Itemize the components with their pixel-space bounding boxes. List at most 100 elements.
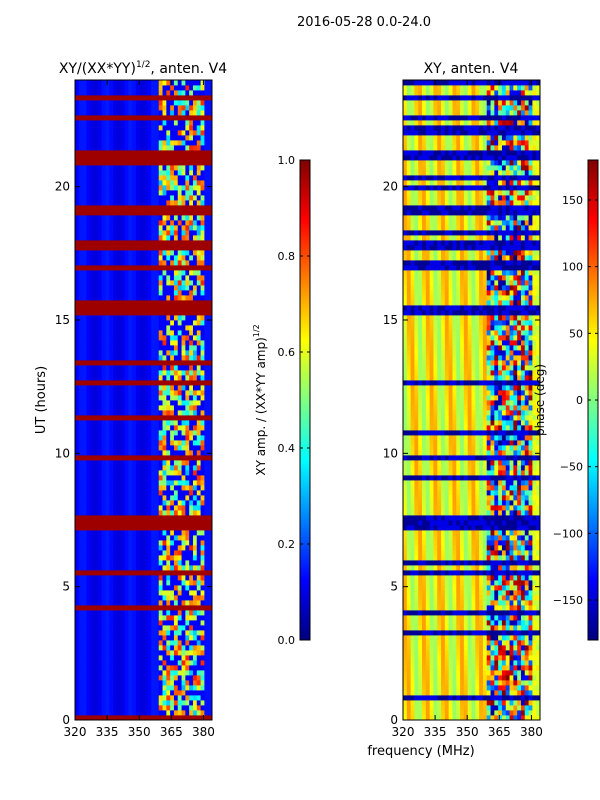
heatmap-cell bbox=[494, 695, 499, 701]
heatmap-cell bbox=[151, 330, 156, 336]
heatmap-cell bbox=[181, 560, 186, 566]
heatmap-cell bbox=[422, 715, 427, 720]
heatmap-cell bbox=[173, 510, 179, 516]
heatmap-cell bbox=[113, 325, 118, 331]
heatmap-cell bbox=[151, 655, 156, 661]
heatmap-cell bbox=[173, 420, 179, 426]
heatmap-cell bbox=[78, 445, 84, 451]
heatmap-cell bbox=[124, 210, 129, 216]
heatmap-cell bbox=[418, 705, 423, 711]
heatmap-cell bbox=[177, 415, 182, 421]
heatmap-cell bbox=[78, 90, 84, 96]
heatmap-cell bbox=[185, 660, 190, 666]
heatmap-cell bbox=[158, 655, 163, 661]
heatmap-cell bbox=[82, 275, 87, 281]
heatmap-cell bbox=[75, 145, 80, 151]
heatmap-cell bbox=[94, 260, 99, 266]
heatmap-cell bbox=[158, 375, 163, 381]
heatmap-cell bbox=[82, 265, 87, 271]
heatmap-cell bbox=[463, 710, 469, 716]
heatmap-cell bbox=[78, 425, 84, 431]
heatmap-cell bbox=[139, 715, 144, 720]
heatmap-cell bbox=[189, 380, 194, 386]
heatmap-cell bbox=[109, 495, 114, 501]
heatmap-cell bbox=[162, 660, 167, 666]
heatmap-cell bbox=[120, 490, 125, 496]
heatmap-cell bbox=[86, 235, 91, 241]
heatmap-cell bbox=[208, 400, 212, 406]
heatmap-cell bbox=[200, 160, 205, 166]
heatmap-cell bbox=[181, 210, 186, 216]
heatmap-cell bbox=[101, 540, 106, 546]
heatmap-cell bbox=[132, 440, 137, 446]
heatmap-cell bbox=[185, 175, 190, 181]
heatmap-cell bbox=[82, 430, 87, 436]
heatmap-cell bbox=[158, 610, 163, 616]
heatmap-cell bbox=[200, 525, 205, 531]
heatmap-cell bbox=[147, 145, 152, 151]
heatmap-cell bbox=[82, 245, 87, 251]
heatmap-cell bbox=[120, 195, 125, 201]
heatmap-cell bbox=[204, 160, 209, 166]
heatmap-cell bbox=[189, 675, 194, 681]
heatmap-cell bbox=[200, 105, 205, 111]
heatmap-cell bbox=[162, 545, 167, 551]
heatmap-cell bbox=[200, 195, 205, 201]
heatmap-cell bbox=[166, 525, 171, 531]
heatmap-cell bbox=[75, 660, 80, 666]
heatmap-cell bbox=[86, 610, 91, 616]
heatmap-cell bbox=[204, 170, 209, 176]
heatmap-cell bbox=[105, 565, 110, 571]
heatmap-cell bbox=[166, 310, 171, 316]
heatmap-cell bbox=[120, 690, 125, 696]
heatmap-cell bbox=[196, 405, 201, 411]
heatmap-cell bbox=[170, 405, 175, 411]
heatmap-cell bbox=[513, 675, 518, 681]
heatmap-cell bbox=[479, 690, 484, 696]
heatmap-cell bbox=[90, 610, 95, 616]
heatmap-cell bbox=[78, 475, 84, 481]
heatmap-cell bbox=[196, 670, 201, 676]
heatmap-cell bbox=[132, 525, 137, 531]
heatmap-cell bbox=[181, 170, 186, 176]
heatmap-cell bbox=[181, 620, 186, 626]
heatmap-cell bbox=[189, 140, 194, 146]
heatmap-cell bbox=[101, 275, 106, 281]
heatmap-cell bbox=[403, 665, 408, 671]
heatmap-cell bbox=[501, 700, 507, 706]
heatmap-cell bbox=[128, 450, 133, 456]
heatmap-cell bbox=[124, 260, 129, 266]
heatmap-cell bbox=[422, 685, 427, 691]
heatmap-cell bbox=[116, 495, 122, 501]
heatmap-cell bbox=[116, 210, 122, 216]
heatmap-cell bbox=[109, 135, 114, 141]
heatmap-cell bbox=[82, 655, 87, 661]
heatmap-cell bbox=[97, 695, 103, 701]
heatmap-cell bbox=[177, 540, 182, 546]
heatmap-cell bbox=[185, 195, 190, 201]
heatmap-cell bbox=[154, 545, 160, 551]
heatmap-cell bbox=[105, 365, 110, 371]
heatmap-cell bbox=[208, 150, 212, 156]
heatmap-cell bbox=[196, 460, 201, 466]
heatmap-cell bbox=[78, 550, 84, 556]
heatmap-cell bbox=[200, 540, 205, 546]
heatmap-cell bbox=[128, 125, 133, 131]
heatmap-cell bbox=[154, 240, 160, 246]
heatmap-cell bbox=[132, 365, 137, 371]
heatmap-cell bbox=[86, 615, 91, 621]
heatmap-cell bbox=[208, 95, 212, 101]
heatmap-cell bbox=[139, 695, 144, 701]
heatmap-cell bbox=[166, 315, 171, 321]
heatmap-cell bbox=[189, 210, 194, 216]
heatmap-cell bbox=[177, 385, 182, 391]
heatmap-cell bbox=[105, 710, 110, 716]
heatmap-cell bbox=[532, 695, 537, 701]
heatmap-cell bbox=[105, 685, 110, 691]
heatmap-cell bbox=[173, 485, 179, 491]
heatmap-cell bbox=[124, 265, 129, 271]
heatmap-cell bbox=[139, 525, 144, 531]
heatmap-cell bbox=[536, 715, 540, 720]
heatmap-cell bbox=[196, 450, 201, 456]
heatmap-cell bbox=[135, 170, 141, 176]
